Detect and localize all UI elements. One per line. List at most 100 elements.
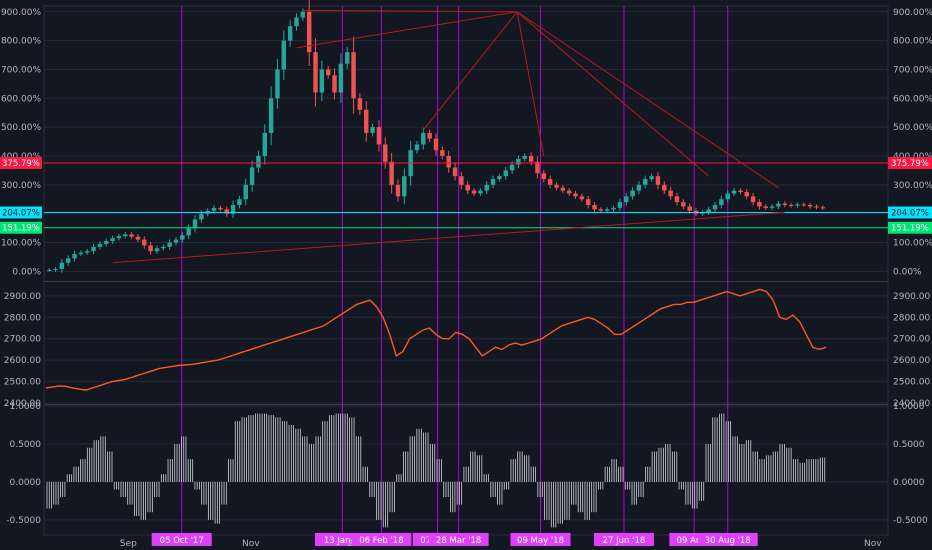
candle-body bbox=[275, 69, 280, 99]
y-tick-label-left: 0.0000 bbox=[10, 478, 42, 488]
candle-body bbox=[148, 245, 153, 252]
candle-body bbox=[433, 138, 439, 151]
candle-body bbox=[364, 109, 369, 133]
candle-body bbox=[300, 11, 306, 18]
candle-body bbox=[186, 228, 191, 236]
candle-body bbox=[643, 179, 648, 185]
x-tick-label: 2 bbox=[348, 539, 354, 549]
marker-label: 28 Mar '18 bbox=[436, 536, 481, 546]
y-tick-label-right: 900.00% bbox=[893, 8, 932, 18]
y-tick-label-right: 700.00% bbox=[893, 65, 932, 75]
candle-body bbox=[478, 190, 483, 194]
candle-body bbox=[224, 209, 229, 214]
marker-tag bbox=[428, 533, 489, 546]
candle-body bbox=[554, 184, 559, 188]
candle-body bbox=[167, 242, 172, 247]
trend-line-support bbox=[112, 211, 785, 264]
candle-body bbox=[319, 69, 325, 93]
candle-body bbox=[243, 184, 248, 200]
y-tick-label-right: 0.00% bbox=[893, 267, 922, 277]
y-tick-label-right: 800.00% bbox=[893, 37, 932, 47]
trend-line bbox=[516, 11, 545, 157]
y-tick-label-right: 2400.00 bbox=[893, 399, 930, 409]
candle-body bbox=[85, 251, 90, 253]
marker-label: 13 Jan '1 bbox=[324, 536, 361, 546]
candle-body bbox=[142, 239, 147, 246]
candle-body bbox=[630, 190, 635, 197]
candle-body bbox=[268, 98, 274, 133]
level-label-left: 151.19% bbox=[2, 224, 40, 234]
candle-body bbox=[294, 17, 299, 27]
marker-tag bbox=[697, 533, 758, 546]
candle-body bbox=[490, 179, 496, 185]
candle-body bbox=[72, 254, 77, 259]
candle-body bbox=[395, 184, 401, 197]
candle-body bbox=[750, 196, 756, 203]
y-tick-label-right: 500.00% bbox=[893, 123, 932, 133]
candle-body bbox=[522, 155, 527, 159]
candle-body bbox=[535, 161, 540, 174]
y-tick-label-left: 2400.00 bbox=[4, 399, 41, 409]
y-tick-label-right: 2600.00 bbox=[893, 356, 930, 366]
candle-body bbox=[154, 248, 160, 252]
candle-body bbox=[256, 155, 261, 168]
candle-body bbox=[332, 75, 337, 93]
candle-body bbox=[230, 205, 236, 214]
marker-label: 09 Aug ' bbox=[677, 536, 712, 546]
candle-body bbox=[53, 269, 58, 271]
y-tick-label-left: 2700.00 bbox=[4, 335, 41, 345]
candle-body bbox=[383, 144, 388, 162]
candle-body bbox=[624, 196, 629, 203]
candle-body bbox=[78, 252, 84, 255]
x-tick-label: Sep bbox=[120, 539, 137, 549]
y-tick-label-right: 2900.00 bbox=[893, 292, 930, 302]
candle-body bbox=[459, 176, 464, 185]
level-label-right: 151.19% bbox=[891, 224, 929, 234]
candle-body bbox=[820, 207, 826, 209]
candle-body bbox=[566, 190, 572, 194]
candle-body bbox=[249, 167, 255, 185]
marker-tag bbox=[151, 533, 212, 546]
level-tag-left bbox=[0, 206, 42, 219]
level-label-right: 204.07% bbox=[891, 208, 929, 218]
candle-body bbox=[173, 239, 179, 243]
y-tick-label-left: 0.00% bbox=[12, 267, 41, 277]
candle-body bbox=[807, 205, 813, 207]
candle-body bbox=[674, 196, 680, 203]
candle-body bbox=[262, 132, 267, 156]
candle-body bbox=[161, 246, 166, 249]
level-tag-left bbox=[0, 156, 42, 169]
candle-body bbox=[192, 219, 198, 229]
y-tick-label-left: 900.00% bbox=[1, 8, 41, 18]
candle-body bbox=[427, 132, 432, 139]
marker-label: 06 Feb '18 bbox=[359, 536, 403, 546]
y-tick-label-left: 2800.00 bbox=[4, 313, 41, 323]
candle-body bbox=[91, 246, 96, 252]
y-tick-label-right: 2500.00 bbox=[893, 378, 930, 388]
candle-body bbox=[46, 269, 52, 271]
marker-label: 30 Aug '18 bbox=[705, 536, 751, 546]
candle-body bbox=[731, 190, 737, 194]
y-tick-label-left: 300.00% bbox=[1, 181, 41, 191]
chart-frame bbox=[43, 5, 889, 536]
candle-body bbox=[357, 98, 363, 110]
y-tick-label-right: 600.00% bbox=[893, 94, 932, 104]
candle-body bbox=[338, 63, 344, 93]
y-tick-label-left: 2600.00 bbox=[4, 356, 41, 366]
candle-body bbox=[719, 199, 724, 206]
candle-body bbox=[199, 213, 204, 220]
y-tick-label-left: 0.5000 bbox=[10, 440, 42, 450]
candle-body bbox=[497, 176, 502, 180]
level-label-left: 375.79% bbox=[2, 159, 40, 169]
candle-body bbox=[402, 176, 407, 197]
y-tick-label-right: 2700.00 bbox=[893, 335, 930, 345]
candle-body bbox=[585, 199, 591, 206]
candle-body bbox=[801, 204, 807, 206]
candle-body bbox=[712, 205, 718, 210]
marker-tag bbox=[351, 533, 412, 546]
candle-body bbox=[814, 206, 819, 208]
marker-label: 27 Jun '18 bbox=[603, 536, 646, 546]
candle-body bbox=[452, 167, 458, 177]
